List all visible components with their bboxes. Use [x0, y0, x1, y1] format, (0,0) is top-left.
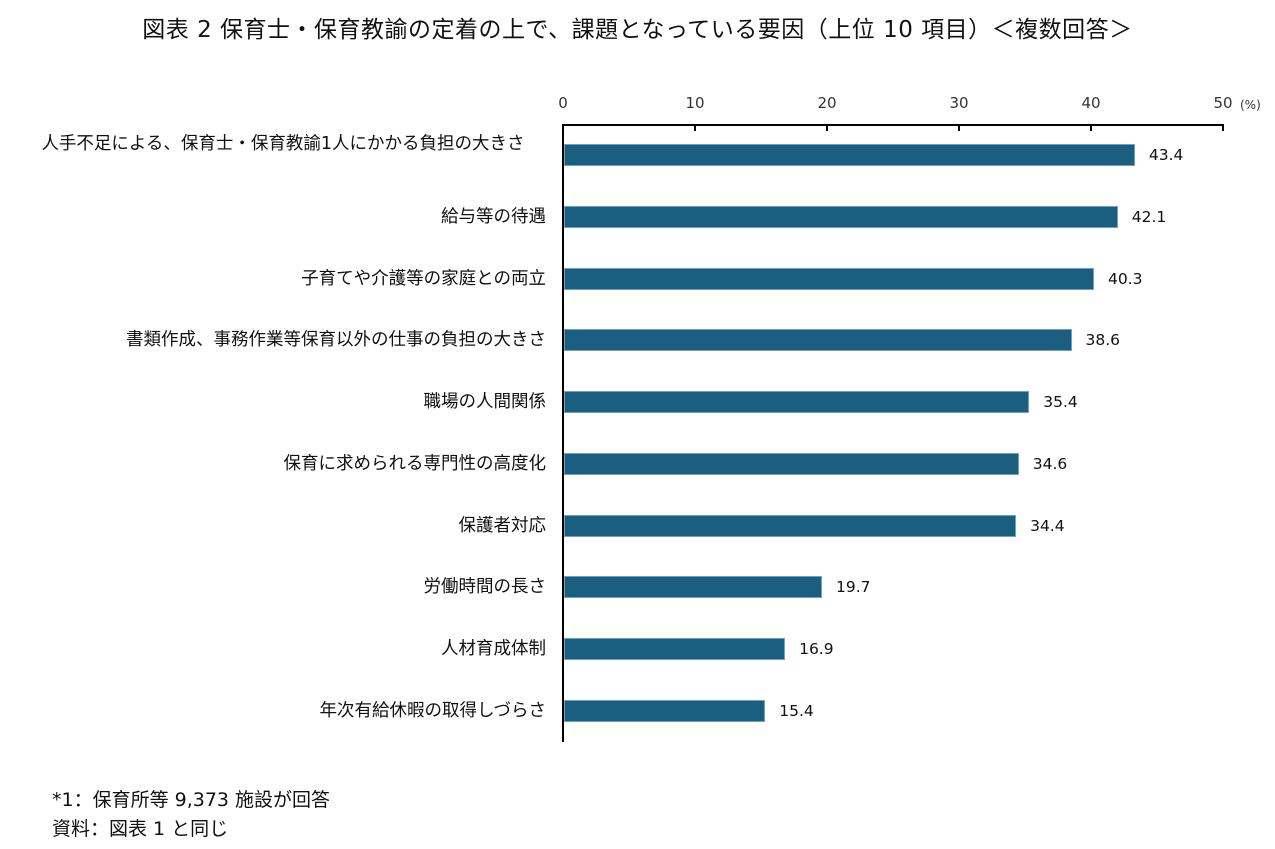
bar-value-label: 19.7: [836, 578, 871, 597]
x-axis-line: [562, 124, 1224, 126]
bar-value-label: 34.4: [1030, 516, 1065, 535]
bar: [564, 638, 786, 660]
bar: [564, 329, 1072, 352]
bar-value-label: 42.1: [1131, 207, 1167, 226]
bar-value-label: 15.4: [779, 701, 814, 720]
bar: [564, 267, 1094, 290]
bar-row: 書類作成、事務作業等保育以外の仕事の負担の大きさ 38.6: [0, 329, 1275, 352]
category-label: 給与等の待遇: [441, 206, 546, 227]
x-axis-tick-label: 20: [817, 94, 837, 112]
bar-row: 給与等の待遇 42.1: [0, 205, 1275, 228]
category-label: 年次有給休暇の取得しづらさ: [319, 700, 546, 721]
x-axis-tick-mark: [694, 124, 696, 131]
bar: [564, 699, 766, 722]
chart-title: 図表 2 保育士・保育教諭の定着の上で、課題となっている要因（上位 10 項目）…: [142, 17, 1133, 43]
x-axis-tick-label: 50: [1213, 94, 1233, 112]
category-label: 人手不足による、保育士・保育教諭1人にかかる負担の大きさ: [41, 134, 525, 154]
bar-value-label: 35.4: [1043, 393, 1078, 411]
bar-row: 労働時間の長さ 19.7: [0, 576, 1275, 599]
category-label: 人材育成体制: [441, 639, 546, 659]
category-label: 労働時間の長さ: [423, 577, 547, 598]
bar: [564, 514, 1017, 537]
bar-value-label: 16.9: [799, 640, 834, 658]
x-axis-tick-label: 40: [1081, 94, 1101, 112]
bar-value-label: 43.4: [1148, 146, 1184, 164]
x-axis-tick-mark: [1222, 124, 1224, 131]
x-axis-tick-mark: [826, 124, 828, 131]
category-label: 職場の人間関係: [423, 392, 547, 412]
footnote-source: 資料：図表 1 と同じ: [52, 818, 229, 840]
bar-row: 人材育成体制 16.9: [0, 638, 1275, 660]
bar: [564, 391, 1030, 413]
bar-value-label: 34.6: [1032, 454, 1068, 473]
bar-row: 年次有給休暇の取得しづらさ 15.4: [0, 699, 1275, 722]
bar: [564, 205, 1118, 228]
bar-row: 人手不足による、保育士・保育教諭1人にかかる負担の大きさ 43.4: [0, 134, 1275, 166]
category-label: 書類作成、事務作業等保育以外の仕事の負担の大きさ: [126, 330, 546, 351]
footnote-respondents: *1：保育所等 9,373 施設が回答: [52, 789, 331, 811]
x-axis-unit-label: (%): [1240, 98, 1261, 112]
bar-row: 保育に求められる専門性の高度化 34.6: [0, 452, 1275, 475]
bar: [564, 144, 1135, 166]
category-label: 子育てや介護等の家庭との両立: [301, 268, 546, 289]
bar-row: 保護者対応 34.4: [0, 514, 1275, 537]
bar: [564, 576, 823, 599]
footnotes: *1：保育所等 9,373 施設が回答 資料：図表 1 と同じ: [52, 786, 330, 844]
bar-row: 子育てや介護等の家庭との両立 40.3: [0, 267, 1275, 290]
bar-value-label: 40.3: [1107, 269, 1143, 288]
category-label: 保育に求められる専門性の高度化: [283, 453, 547, 474]
y-axis-line: [562, 124, 564, 742]
x-axis-tick-label: 30: [949, 94, 969, 112]
x-axis-tick-mark: [1090, 124, 1092, 131]
bar-chart: 0 10 20 30 40 50 (%) 人手不足による、保育士・保育教諭1人にかかる負担…: [0, 94, 1275, 742]
category-label: 保護者対応: [458, 515, 547, 536]
x-axis-tick-mark: [958, 124, 960, 131]
x-axis-tick-label: 0: [558, 94, 568, 112]
x-axis-tick-label: 10: [685, 94, 705, 112]
bar-row: 職場の人間関係 35.4: [0, 391, 1275, 413]
bar-value-label: 38.6: [1085, 331, 1121, 350]
bar: [564, 452, 1019, 475]
